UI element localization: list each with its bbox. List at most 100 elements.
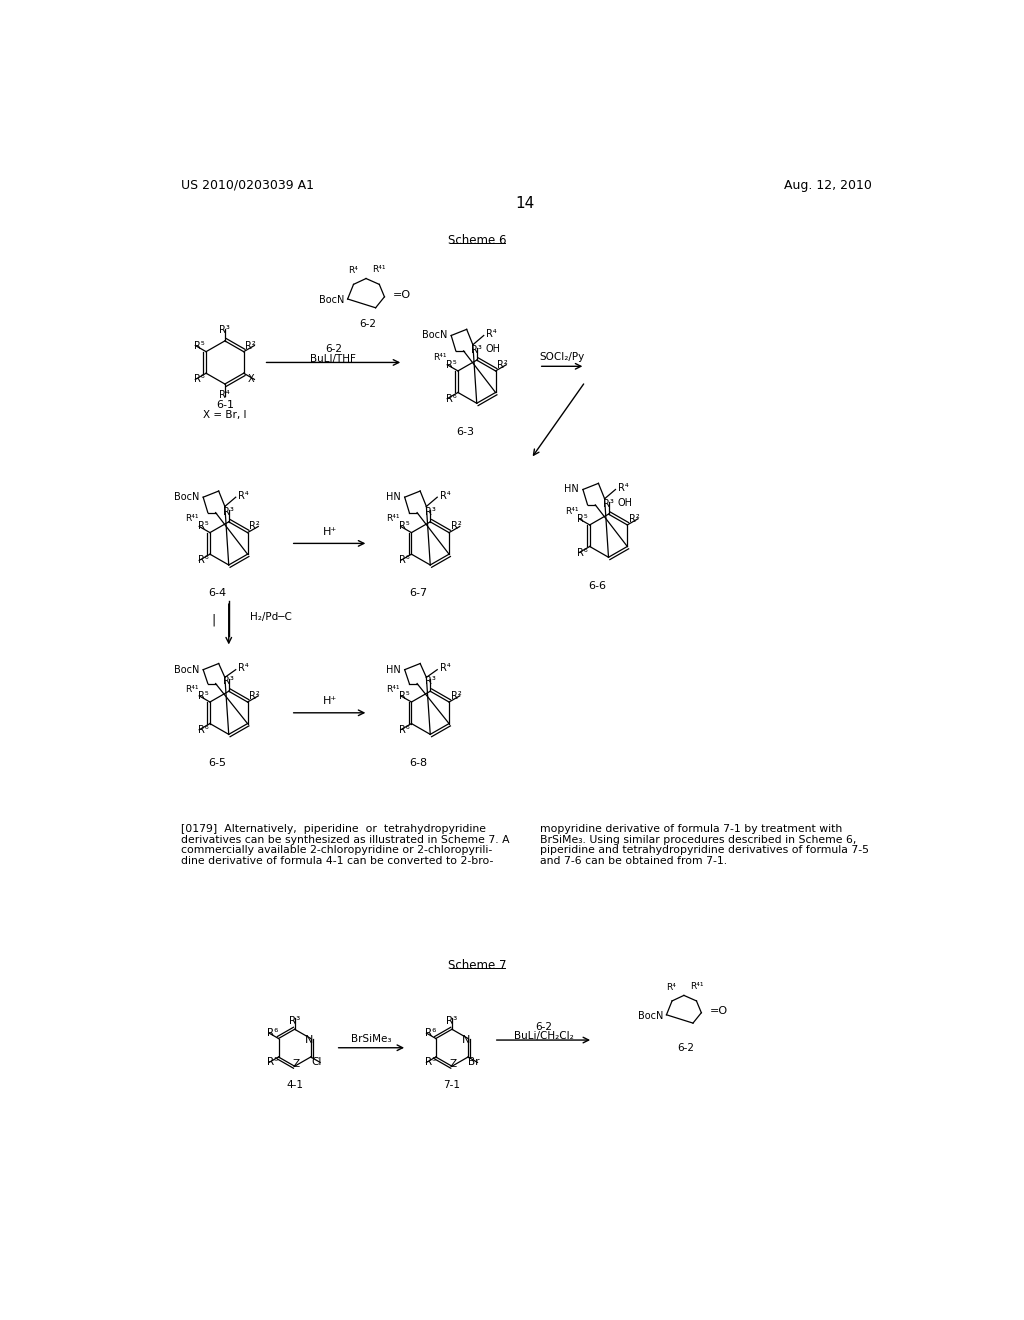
Text: 6-2: 6-2 bbox=[678, 1043, 694, 1053]
Text: 7-1: 7-1 bbox=[443, 1080, 461, 1090]
Text: R⁴¹: R⁴¹ bbox=[373, 265, 386, 273]
Text: R²: R² bbox=[451, 690, 461, 701]
Text: Scheme 7: Scheme 7 bbox=[447, 958, 506, 972]
Text: R²: R² bbox=[249, 690, 260, 701]
Text: HN: HN bbox=[386, 665, 400, 675]
Text: R⁴: R⁴ bbox=[667, 983, 676, 993]
Text: R⁴¹: R⁴¹ bbox=[185, 685, 199, 694]
Text: and 7-6 can be obtained from 7-1.: and 7-6 can be obtained from 7-1. bbox=[541, 855, 727, 866]
Text: OH: OH bbox=[617, 498, 632, 508]
Text: =O: =O bbox=[710, 1006, 728, 1016]
Text: R²: R² bbox=[249, 521, 260, 532]
Text: R³: R³ bbox=[471, 345, 482, 355]
Text: R⁶: R⁶ bbox=[194, 375, 205, 384]
Text: R²: R² bbox=[245, 341, 256, 351]
Text: Scheme 6: Scheme 6 bbox=[447, 234, 506, 247]
Text: X: X bbox=[247, 375, 254, 384]
Text: R³: R³ bbox=[603, 499, 614, 510]
Text: N: N bbox=[462, 1035, 471, 1045]
Text: R⁴: R⁴ bbox=[439, 491, 451, 500]
Text: R⁴: R⁴ bbox=[348, 267, 358, 276]
Text: Cl: Cl bbox=[311, 1057, 322, 1068]
Text: mopyridine derivative of formula 7-1 by treatment with: mopyridine derivative of formula 7-1 by … bbox=[541, 825, 843, 834]
Text: R⁴: R⁴ bbox=[486, 329, 497, 339]
Text: R⁵: R⁵ bbox=[425, 1057, 436, 1068]
Text: commercially available 2-chloropyridine or 2-chloropyrili-: commercially available 2-chloropyridine … bbox=[180, 845, 492, 855]
Text: R⁴: R⁴ bbox=[238, 491, 249, 500]
Text: US 2010/0203039 A1: US 2010/0203039 A1 bbox=[180, 178, 313, 191]
Text: 6-2: 6-2 bbox=[325, 345, 342, 354]
Text: BocN: BocN bbox=[174, 492, 200, 502]
Text: derivatives can be synthesized as illustrated in Scheme 7. A: derivatives can be synthesized as illust… bbox=[180, 834, 509, 845]
Text: HN: HN bbox=[386, 492, 400, 502]
Text: R³: R³ bbox=[289, 1016, 300, 1026]
Text: R³: R³ bbox=[223, 676, 234, 686]
Text: Z: Z bbox=[450, 1059, 457, 1069]
Text: R⁴¹: R⁴¹ bbox=[433, 352, 446, 362]
Text: HN: HN bbox=[564, 484, 579, 495]
Text: R⁵: R⁵ bbox=[445, 360, 457, 370]
Text: R⁴: R⁴ bbox=[617, 483, 629, 492]
Text: R³: R³ bbox=[219, 325, 230, 335]
Text: [0179]  Alternatively,  piperidine  or  tetrahydropyridine: [0179] Alternatively, piperidine or tetr… bbox=[180, 825, 485, 834]
Text: R⁶: R⁶ bbox=[267, 1028, 279, 1038]
Text: R⁴: R⁴ bbox=[238, 663, 249, 673]
Text: BocN: BocN bbox=[638, 1011, 664, 1020]
Text: H⁺: H⁺ bbox=[323, 696, 337, 706]
Text: OH: OH bbox=[485, 343, 501, 354]
Text: 6-1: 6-1 bbox=[216, 400, 233, 409]
Text: 14: 14 bbox=[515, 195, 535, 211]
Text: Br: Br bbox=[468, 1057, 479, 1068]
Text: R³: R³ bbox=[425, 507, 435, 517]
Text: N: N bbox=[305, 1035, 313, 1045]
Text: R⁴¹: R⁴¹ bbox=[565, 507, 579, 516]
Text: R⁵: R⁵ bbox=[578, 513, 588, 524]
Text: R⁵: R⁵ bbox=[198, 521, 209, 532]
Text: |: | bbox=[211, 614, 215, 627]
Text: R⁵: R⁵ bbox=[198, 690, 209, 701]
Text: R³: R³ bbox=[223, 507, 234, 517]
Text: R⁶: R⁶ bbox=[198, 725, 209, 735]
Text: R⁵: R⁵ bbox=[399, 690, 410, 701]
Text: R³: R³ bbox=[446, 1016, 458, 1026]
Text: dine derivative of formula 4-1 can be converted to 2-bro-: dine derivative of formula 4-1 can be co… bbox=[180, 855, 494, 866]
Text: X = Br, I: X = Br, I bbox=[203, 409, 247, 420]
Text: R⁶: R⁶ bbox=[198, 556, 209, 565]
Text: BuLi/CH₂Cl₂: BuLi/CH₂Cl₂ bbox=[513, 1031, 573, 1041]
Text: 6-4: 6-4 bbox=[208, 589, 226, 598]
Text: 6-8: 6-8 bbox=[410, 758, 428, 768]
Text: R⁶: R⁶ bbox=[399, 725, 410, 735]
Text: R²: R² bbox=[451, 521, 461, 532]
Text: BuLI/THF: BuLI/THF bbox=[310, 354, 356, 363]
Text: R⁴¹: R⁴¹ bbox=[386, 515, 400, 523]
Text: R⁴: R⁴ bbox=[439, 663, 451, 673]
Text: 6-5: 6-5 bbox=[208, 758, 226, 768]
Text: R⁶: R⁶ bbox=[578, 548, 588, 557]
Text: BocN: BocN bbox=[422, 330, 447, 341]
Text: Z: Z bbox=[293, 1059, 300, 1069]
Text: H₂/Pd─C: H₂/Pd─C bbox=[250, 611, 292, 622]
Text: 4-1: 4-1 bbox=[286, 1080, 303, 1090]
Text: R⁶: R⁶ bbox=[445, 393, 457, 404]
Text: R⁴¹: R⁴¹ bbox=[690, 982, 703, 990]
Text: R⁶: R⁶ bbox=[425, 1028, 436, 1038]
Text: R⁴¹: R⁴¹ bbox=[185, 515, 199, 523]
Text: R⁵: R⁵ bbox=[399, 521, 410, 532]
Text: R²: R² bbox=[497, 360, 508, 370]
Text: BrSiMe₃. Using similar procedures described in Scheme 6,: BrSiMe₃. Using similar procedures descri… bbox=[541, 834, 857, 845]
Text: R⁵: R⁵ bbox=[267, 1057, 279, 1068]
Text: 6-6: 6-6 bbox=[588, 581, 606, 591]
Text: BocN: BocN bbox=[174, 665, 200, 675]
Text: R⁶: R⁶ bbox=[399, 556, 410, 565]
Text: =O: =O bbox=[393, 290, 412, 301]
Text: 6-3: 6-3 bbox=[456, 426, 474, 437]
Text: piperidine and tetrahydropyridine derivatives of formula 7-5: piperidine and tetrahydropyridine deriva… bbox=[541, 845, 869, 855]
Text: R²: R² bbox=[629, 513, 640, 524]
Text: R³: R³ bbox=[425, 676, 435, 686]
Text: Aug. 12, 2010: Aug. 12, 2010 bbox=[784, 178, 872, 191]
Text: R⁵: R⁵ bbox=[194, 341, 205, 351]
Text: BocN: BocN bbox=[319, 294, 344, 305]
Text: R⁴: R⁴ bbox=[219, 389, 230, 400]
Text: 6-2: 6-2 bbox=[359, 319, 377, 329]
Text: 6-7: 6-7 bbox=[410, 589, 428, 598]
